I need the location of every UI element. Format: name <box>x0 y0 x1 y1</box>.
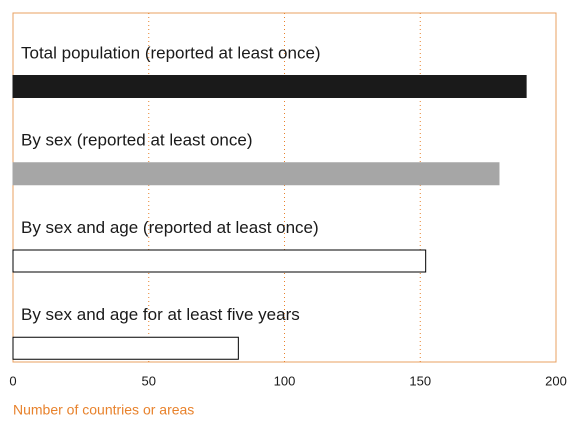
x-tick-label: 50 <box>142 373 156 388</box>
bar <box>12 162 500 186</box>
category-label: By sex (reported at least once) <box>21 131 253 150</box>
x-tick-label: 100 <box>274 373 296 388</box>
bar <box>12 336 239 360</box>
bar <box>12 249 427 273</box>
x-axis-title: Number of countries or areas <box>13 402 194 418</box>
x-tick-label: 150 <box>409 373 431 388</box>
bar <box>12 75 527 98</box>
x-tick-label: 200 <box>545 373 567 388</box>
category-label: Total population (reported at least once… <box>21 43 321 62</box>
category-label: By sex and age (reported at least once) <box>21 218 319 237</box>
category-label: By sex and age for at least five years <box>21 305 300 324</box>
x-tick-label: 0 <box>9 373 16 388</box>
